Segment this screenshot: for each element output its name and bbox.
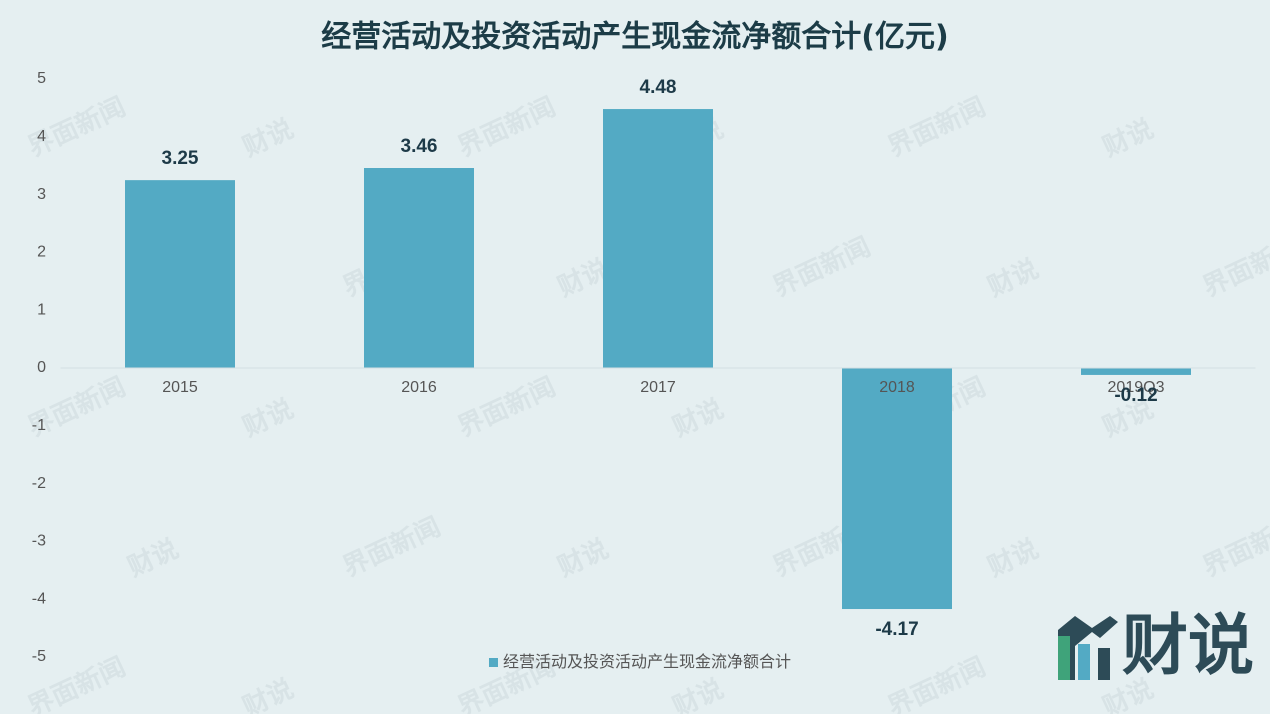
bar [603, 109, 713, 368]
value-label: 3.25 [162, 148, 199, 169]
y-tick-label: -4 [32, 590, 46, 607]
legend-swatch [488, 658, 498, 667]
y-tick-label: -3 [32, 533, 46, 550]
logo-icon [1078, 644, 1090, 680]
logo: 财说 [1058, 607, 1254, 684]
bar [842, 368, 952, 610]
bar [125, 180, 235, 368]
logo-icon [1058, 616, 1118, 680]
y-tick-label: -2 [32, 475, 46, 492]
value-label: 4.48 [640, 77, 677, 98]
y-tick-label: 1 [37, 301, 46, 318]
legend-label: 经营活动及投资活动产生现金流净额合计 [503, 653, 791, 671]
x-tick-label: 2018 [879, 379, 915, 396]
x-tick-label: 2019Q3 [1108, 379, 1165, 396]
y-tick-label: 0 [37, 359, 46, 376]
x-tick-label: 2017 [640, 379, 676, 396]
value-label: -0.12 [1114, 385, 1157, 406]
chart-title: 经营活动及投资活动产生现金流净额合计(亿元) [321, 20, 948, 55]
y-tick-label: 5 [37, 70, 46, 87]
logo-text: 财说 [1122, 607, 1254, 684]
y-tick-label: 2 [37, 244, 46, 261]
value-label: -4.17 [875, 619, 918, 640]
y-tick-label: 3 [37, 186, 46, 203]
y-tick-label: -5 [32, 648, 46, 665]
logo-icon [1098, 648, 1110, 680]
x-tick-label: 2015 [162, 379, 198, 396]
y-tick-label: -1 [32, 417, 46, 434]
y-tick-label: 4 [37, 128, 46, 145]
bar [1081, 368, 1191, 375]
x-tick-label: 2016 [401, 379, 437, 396]
value-label: 3.46 [401, 136, 438, 157]
logo-icon [1058, 636, 1070, 680]
bar [364, 168, 474, 368]
